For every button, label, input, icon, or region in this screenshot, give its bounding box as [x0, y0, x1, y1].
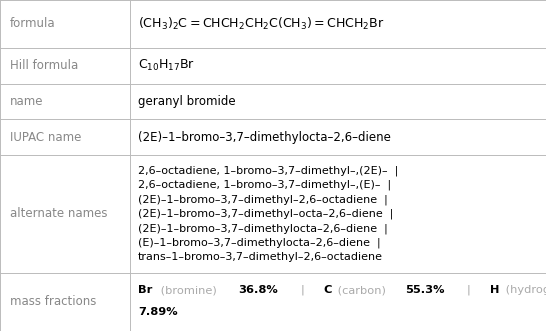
- Text: mass fractions: mass fractions: [10, 295, 96, 308]
- Text: 2,6–octadiene, 1–bromo–3,7–dimethyl–,(E)–  |: 2,6–octadiene, 1–bromo–3,7–dimethyl–,(E)…: [138, 180, 391, 190]
- Text: alternate names: alternate names: [10, 208, 108, 220]
- Text: (bromine): (bromine): [157, 285, 220, 295]
- Text: 2,6–octadiene, 1–bromo–3,7–dimethyl–,(2E)–  |: 2,6–octadiene, 1–bromo–3,7–dimethyl–,(2E…: [138, 166, 399, 176]
- Text: (2E)–1–bromo–3,7–dimethylocta–2,6–diene  |: (2E)–1–bromo–3,7–dimethylocta–2,6–diene …: [138, 223, 388, 234]
- Text: (2E)–1–bromo–3,7–dimethyl–2,6–octadiene  |: (2E)–1–bromo–3,7–dimethyl–2,6–octadiene …: [138, 194, 388, 205]
- Text: (carbon): (carbon): [334, 285, 389, 295]
- Text: (2E)–1–bromo–3,7–dimethyl–octa–2,6–diene  |: (2E)–1–bromo–3,7–dimethyl–octa–2,6–diene…: [138, 209, 394, 219]
- Text: (2E)–1–bromo–3,7–dimethylocta–2,6–diene: (2E)–1–bromo–3,7–dimethylocta–2,6–diene: [138, 131, 391, 144]
- Text: (E)–1–bromo–3,7–dimethylocta–2,6–diene  |: (E)–1–bromo–3,7–dimethylocta–2,6–diene |: [138, 238, 381, 248]
- Text: $\mathregular{(CH_3)_2C{=}CHCH_2CH_2C(CH_3){=}CHCH_2Br}$: $\mathregular{(CH_3)_2C{=}CHCH_2CH_2C(CH…: [138, 16, 385, 32]
- Text: 36.8%: 36.8%: [239, 285, 278, 295]
- Text: |: |: [456, 285, 482, 296]
- Text: H: H: [490, 285, 499, 295]
- Text: IUPAC name: IUPAC name: [10, 131, 81, 144]
- Text: formula: formula: [10, 18, 56, 30]
- Text: |: |: [290, 285, 316, 296]
- Text: C: C: [323, 285, 331, 295]
- Text: trans–1–bromo–3,7–dimethyl–2,6–octadiene: trans–1–bromo–3,7–dimethyl–2,6–octadiene: [138, 252, 383, 262]
- Text: $\mathregular{C_{10}H_{17}Br}$: $\mathregular{C_{10}H_{17}Br}$: [138, 58, 195, 73]
- Text: Br: Br: [138, 285, 152, 295]
- Text: 7.89%: 7.89%: [138, 307, 178, 317]
- Text: Hill formula: Hill formula: [10, 59, 78, 72]
- Text: 55.3%: 55.3%: [405, 285, 445, 295]
- Text: (hydrogen): (hydrogen): [502, 285, 546, 295]
- Text: name: name: [10, 95, 43, 108]
- Text: geranyl bromide: geranyl bromide: [138, 95, 236, 108]
